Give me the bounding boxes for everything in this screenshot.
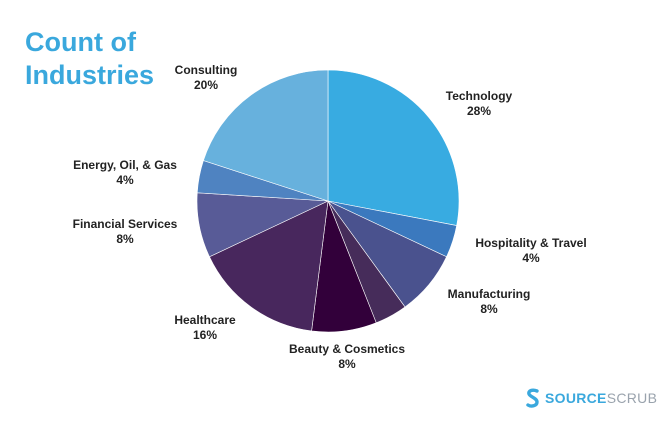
pie-slice-consulting-8	[203, 69, 329, 202]
label-financial-services: Financial Services 8%	[73, 217, 178, 247]
label-consulting-value: 20%	[193, 78, 219, 92]
label-manufacturing-value: 8%	[480, 302, 498, 316]
label-energy-oil-gas-name: Energy, Oil, & Gas	[73, 158, 177, 172]
sourcescrub-logo-icon	[526, 388, 539, 408]
label-hospitality-travel-value: 4%	[522, 251, 540, 265]
label-hospitality-travel-name: Hospitality & Travel	[475, 236, 587, 250]
label-healthcare: Healthcare 16%	[174, 313, 235, 343]
label-consulting: Consulting 20%	[175, 63, 238, 93]
label-technology-name: Technology	[445, 89, 513, 103]
label-consulting-name: Consulting	[174, 63, 238, 77]
label-hospitality-travel: Hospitality & Travel 4%	[475, 236, 586, 266]
label-beauty-cosmetics: Beauty & Cosmetics 8%	[289, 342, 405, 372]
pie-slice-healthcare-5	[209, 200, 329, 332]
label-technology: Technology 28%	[446, 89, 512, 119]
sourcescrub-logo-text: SOURCESCRUB	[545, 390, 657, 406]
label-manufacturing-name: Manufacturing	[447, 287, 531, 301]
label-beauty-cosmetics-name: Beauty & Cosmetics	[288, 342, 406, 356]
logo-text-source: SOURCE	[545, 390, 607, 406]
label-technology-value: 28%	[466, 104, 492, 118]
label-energy-oil-gas: Energy, Oil, & Gas 4%	[73, 158, 177, 188]
chart-title-line-2: Industries	[25, 60, 155, 90]
label-energy-oil-gas-value: 4%	[116, 173, 134, 187]
chart-title-line-1: Count of	[25, 27, 136, 57]
logo-text-scrub: SCRUB	[606, 390, 658, 406]
label-healthcare-name: Healthcare	[174, 313, 236, 327]
label-financial-services-name: Financial Services	[72, 217, 178, 231]
label-financial-services-value: 8%	[116, 232, 134, 246]
label-healthcare-value: 16%	[192, 328, 218, 342]
sourcescrub-logo: SOURCESCRUB	[526, 388, 657, 408]
label-manufacturing: Manufacturing 8%	[448, 287, 531, 317]
pie-slice-technology-0	[327, 69, 460, 226]
chart-title: Count of Industries	[25, 26, 154, 92]
label-beauty-cosmetics-value: 8%	[338, 357, 356, 371]
